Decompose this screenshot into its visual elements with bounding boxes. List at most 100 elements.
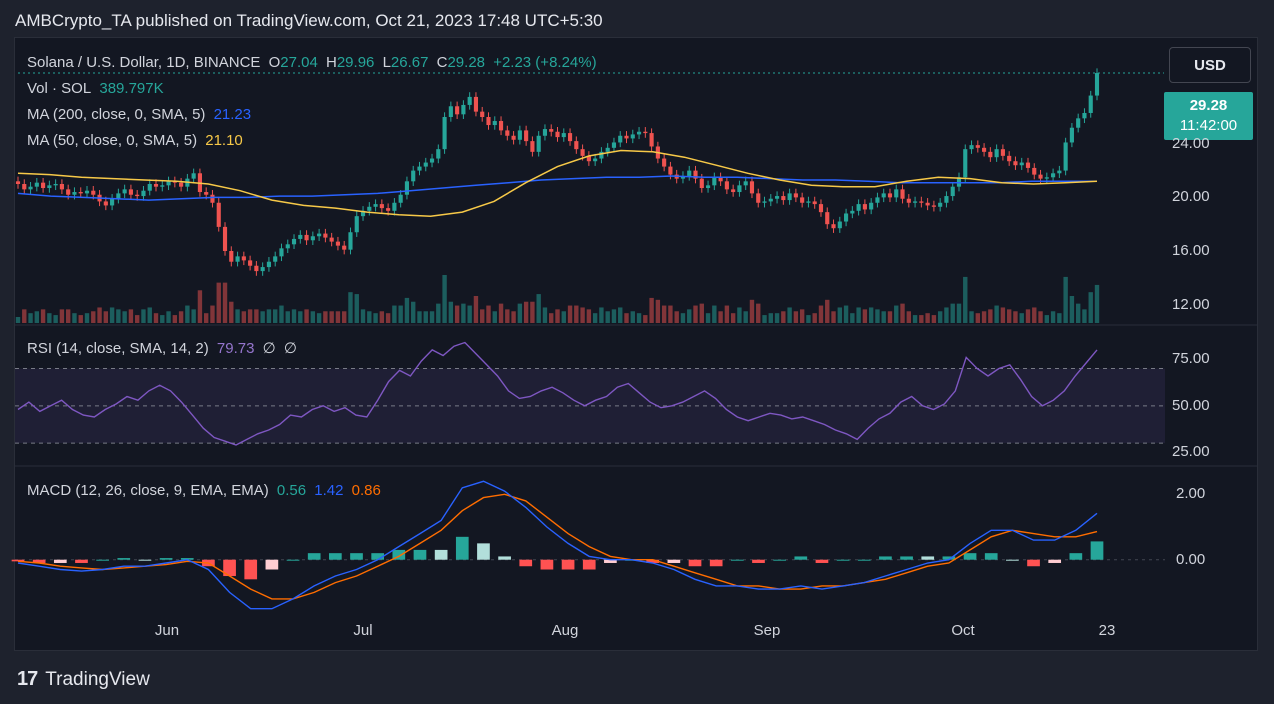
ma50-legend[interactable]: MA (50, close, 0, SMA, 5) 21.10 xyxy=(27,132,247,149)
candle-body xyxy=(47,185,52,189)
volume-bar xyxy=(1088,292,1093,323)
volume-bar xyxy=(417,311,422,323)
volume-bar xyxy=(379,311,385,323)
macd-histogram-bar xyxy=(265,559,279,570)
macd-legend[interactable]: MACD (12, 26, close, 9, EMA, EMA) 0.56 1… xyxy=(27,482,385,499)
volume-bar xyxy=(523,301,529,323)
macd-histogram-bar xyxy=(730,559,744,561)
volume-bar xyxy=(881,311,886,323)
candle-body xyxy=(455,106,460,115)
volume-bar xyxy=(661,305,667,323)
volume-bar xyxy=(630,311,635,323)
macd-histogram-bar xyxy=(794,556,808,560)
candle-body xyxy=(423,162,428,167)
ma200-legend[interactable]: MA (200, close, 0, SMA, 5) 21.23 xyxy=(27,106,255,123)
volume-bar xyxy=(335,311,341,323)
volume-bar xyxy=(1050,311,1056,323)
candle-body xyxy=(273,256,278,262)
symbol-legend[interactable]: Solana / U.S. Dollar, 1D, BINANCE O27.04… xyxy=(27,54,601,71)
volume-bar xyxy=(655,299,661,323)
volume-bar xyxy=(40,309,46,323)
volume-bar xyxy=(47,313,52,323)
volume-bar xyxy=(323,311,328,323)
volume-bar xyxy=(172,315,178,323)
candle-body xyxy=(335,241,341,246)
candle-body xyxy=(693,170,698,179)
candle-body xyxy=(1019,162,1024,166)
volume-bar xyxy=(204,313,209,323)
volume-bar xyxy=(542,307,548,323)
chart-frame[interactable] xyxy=(14,37,1258,651)
volume-bar xyxy=(423,311,428,323)
volume-bar xyxy=(1075,303,1081,323)
candle-body xyxy=(605,147,610,152)
candle-body xyxy=(304,234,309,241)
volume-bar xyxy=(981,311,987,323)
price-axis-tick: 24.00 xyxy=(1172,134,1210,152)
volume-bar xyxy=(555,309,560,323)
volume-bar xyxy=(134,315,140,323)
macd-histogram-bar xyxy=(857,559,871,561)
macd-histogram-bar xyxy=(244,559,258,580)
candle-body xyxy=(91,190,96,195)
candle-body xyxy=(599,151,604,159)
candle-body xyxy=(862,204,867,210)
candle-body xyxy=(787,193,792,201)
rsi-value: 79.73 xyxy=(216,340,255,357)
macd-histogram-bar xyxy=(180,558,194,560)
macd-histogram-bar xyxy=(75,559,88,563)
candle-body xyxy=(492,121,497,126)
volume-bar xyxy=(856,307,861,323)
volume-bar xyxy=(988,309,993,323)
volume-bar xyxy=(65,309,71,323)
candle-body xyxy=(894,189,899,198)
candle-body xyxy=(593,158,598,162)
candle-body xyxy=(856,204,861,211)
macd-histogram-bar xyxy=(96,559,109,561)
macd-histogram-bar xyxy=(138,559,152,561)
candle-body xyxy=(279,248,284,257)
volume-bar xyxy=(549,313,554,323)
candle-body xyxy=(480,111,485,117)
volume-bar xyxy=(774,313,780,323)
change-value: +2.23 (+8.24%) xyxy=(493,54,597,71)
candle-body xyxy=(1038,174,1043,179)
candle-body xyxy=(103,201,108,206)
volume-bar xyxy=(84,313,90,323)
tradingview-footer[interactable]: 17 TradingView xyxy=(17,668,150,691)
candle-body xyxy=(950,186,955,197)
volume-bar xyxy=(34,311,40,323)
volume-bar xyxy=(1019,313,1024,323)
candle-body xyxy=(712,177,717,186)
volume-bar xyxy=(448,301,454,323)
candle-body xyxy=(285,244,290,249)
candle-body xyxy=(668,166,673,175)
candle-body xyxy=(724,181,729,190)
candle-body xyxy=(216,202,221,227)
candle-body xyxy=(756,193,761,203)
candle-body xyxy=(749,181,755,194)
candle-body xyxy=(549,129,554,132)
rsi-legend[interactable]: RSI (14, close, SMA, 14, 2) 79.73 ∅ ∅ xyxy=(27,339,301,357)
volume-bar xyxy=(260,311,265,323)
candle-body xyxy=(561,133,566,138)
volume-bar xyxy=(825,299,830,323)
candle-body xyxy=(705,185,711,189)
currency-button[interactable]: USD xyxy=(1169,47,1251,83)
candle-body xyxy=(944,196,949,203)
macd-histogram-bar xyxy=(582,559,596,570)
volume-legend[interactable]: Vol · SOL 389.797K xyxy=(27,80,168,97)
volume-bar xyxy=(329,311,334,323)
volume-bar xyxy=(894,305,899,323)
candle-body xyxy=(442,117,447,150)
candle-body xyxy=(254,265,259,272)
candle-body xyxy=(542,129,548,136)
open-label: O xyxy=(268,54,281,71)
volume-bar xyxy=(116,309,121,323)
candle-body xyxy=(417,166,422,171)
volume-bar xyxy=(799,309,805,323)
volume-bar xyxy=(931,315,937,323)
candle-body xyxy=(116,193,121,199)
volume-bar xyxy=(291,309,297,323)
